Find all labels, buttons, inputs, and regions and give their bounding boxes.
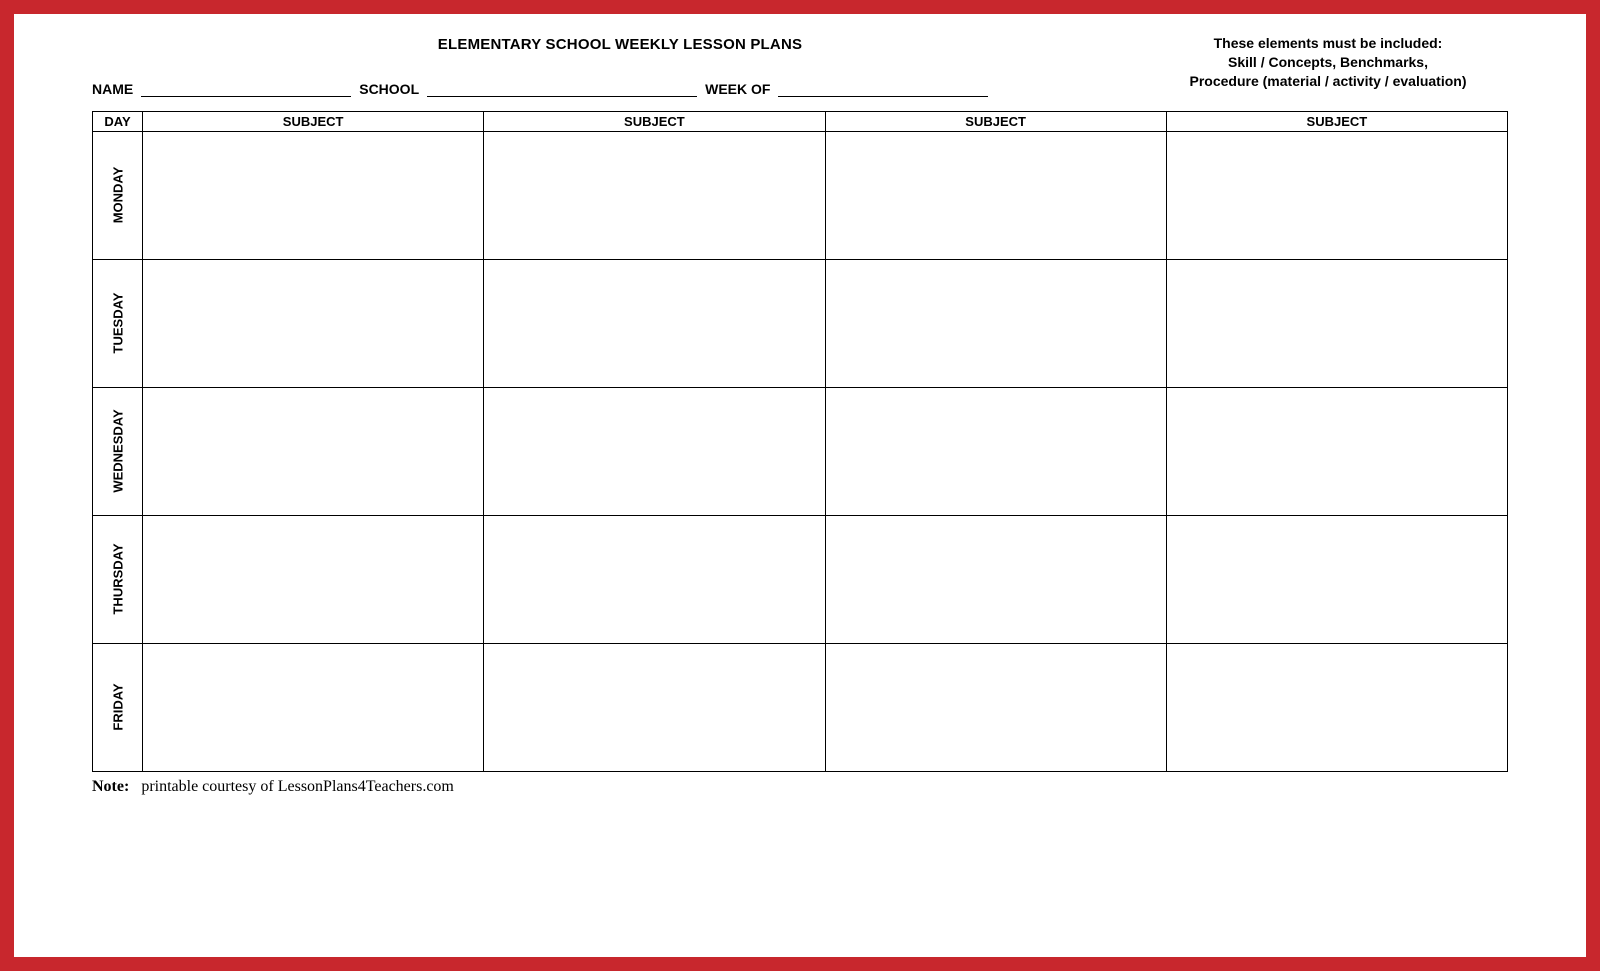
title-block: ELEMENTARY SCHOOL WEEKLY LESSON PLANS: [92, 34, 1148, 53]
day-cell-friday: FRIDAY: [93, 643, 143, 771]
table-header-row: DAY SUBJECT SUBJECT SUBJECT SUBJECT: [93, 111, 1508, 131]
main-title: ELEMENTARY SCHOOL WEEKLY LESSON PLANS: [92, 36, 1148, 53]
instructions-line-3: Procedure (material / activity / evaluat…: [1148, 72, 1508, 91]
instructions-block: These elements must be included: Skill /…: [1148, 34, 1508, 91]
school-field-line[interactable]: [427, 81, 697, 97]
header-day: DAY: [93, 111, 143, 131]
header-subject-3: SUBJECT: [825, 111, 1166, 131]
day-cell-monday: MONDAY: [93, 131, 143, 259]
footnote-text: printable courtesy of LessonPlans4Teache…: [141, 778, 454, 795]
header-subject-1: SUBJECT: [143, 111, 484, 131]
subject-cell[interactable]: [1166, 387, 1507, 515]
instructions-line-1: These elements must be included:: [1148, 34, 1508, 53]
footnote: Note: printable courtesy of LessonPlans4…: [92, 778, 1508, 796]
day-label: WEDNESDAY: [110, 410, 125, 493]
subject-cell[interactable]: [825, 259, 1166, 387]
subject-cell[interactable]: [484, 259, 825, 387]
subject-cell[interactable]: [143, 259, 484, 387]
subject-cell[interactable]: [825, 131, 1166, 259]
name-field-line[interactable]: [141, 81, 351, 97]
subject-cell[interactable]: [484, 515, 825, 643]
header-subject-2: SUBJECT: [484, 111, 825, 131]
week-label: WEEK OF: [705, 81, 770, 97]
subject-cell[interactable]: [143, 643, 484, 771]
day-cell-wednesday: WEDNESDAY: [93, 387, 143, 515]
day-label: TUESDAY: [110, 293, 125, 354]
subject-cell[interactable]: [1166, 643, 1507, 771]
school-label: SCHOOL: [359, 81, 419, 97]
document-frame: ELEMENTARY SCHOOL WEEKLY LESSON PLANS Th…: [0, 0, 1600, 971]
subject-cell[interactable]: [1166, 259, 1507, 387]
day-cell-tuesday: TUESDAY: [93, 259, 143, 387]
table-row: THURSDAY: [93, 515, 1508, 643]
week-field-line[interactable]: [778, 81, 988, 97]
subject-cell[interactable]: [825, 387, 1166, 515]
subject-cell[interactable]: [825, 515, 1166, 643]
subject-cell[interactable]: [143, 515, 484, 643]
name-label: NAME: [92, 81, 133, 97]
subject-cell[interactable]: [143, 131, 484, 259]
day-cell-thursday: THURSDAY: [93, 515, 143, 643]
footnote-label: Note:: [92, 778, 129, 795]
header-subject-4: SUBJECT: [1166, 111, 1507, 131]
table-row: TUESDAY: [93, 259, 1508, 387]
subject-cell[interactable]: [143, 387, 484, 515]
subject-cell[interactable]: [1166, 515, 1507, 643]
table-row: MONDAY: [93, 131, 1508, 259]
day-label: THURSDAY: [110, 544, 125, 615]
table-row: WEDNESDAY: [93, 387, 1508, 515]
subject-cell[interactable]: [484, 131, 825, 259]
lesson-plan-table: DAY SUBJECT SUBJECT SUBJECT SUBJECT MOND…: [92, 111, 1508, 772]
day-label: MONDAY: [110, 167, 125, 224]
subject-cell[interactable]: [1166, 131, 1507, 259]
instructions-line-2: Skill / Concepts, Benchmarks,: [1148, 53, 1508, 72]
subject-cell[interactable]: [484, 643, 825, 771]
subject-cell[interactable]: [484, 387, 825, 515]
day-label: FRIDAY: [110, 684, 125, 731]
subject-cell[interactable]: [825, 643, 1166, 771]
table-row: FRIDAY: [93, 643, 1508, 771]
